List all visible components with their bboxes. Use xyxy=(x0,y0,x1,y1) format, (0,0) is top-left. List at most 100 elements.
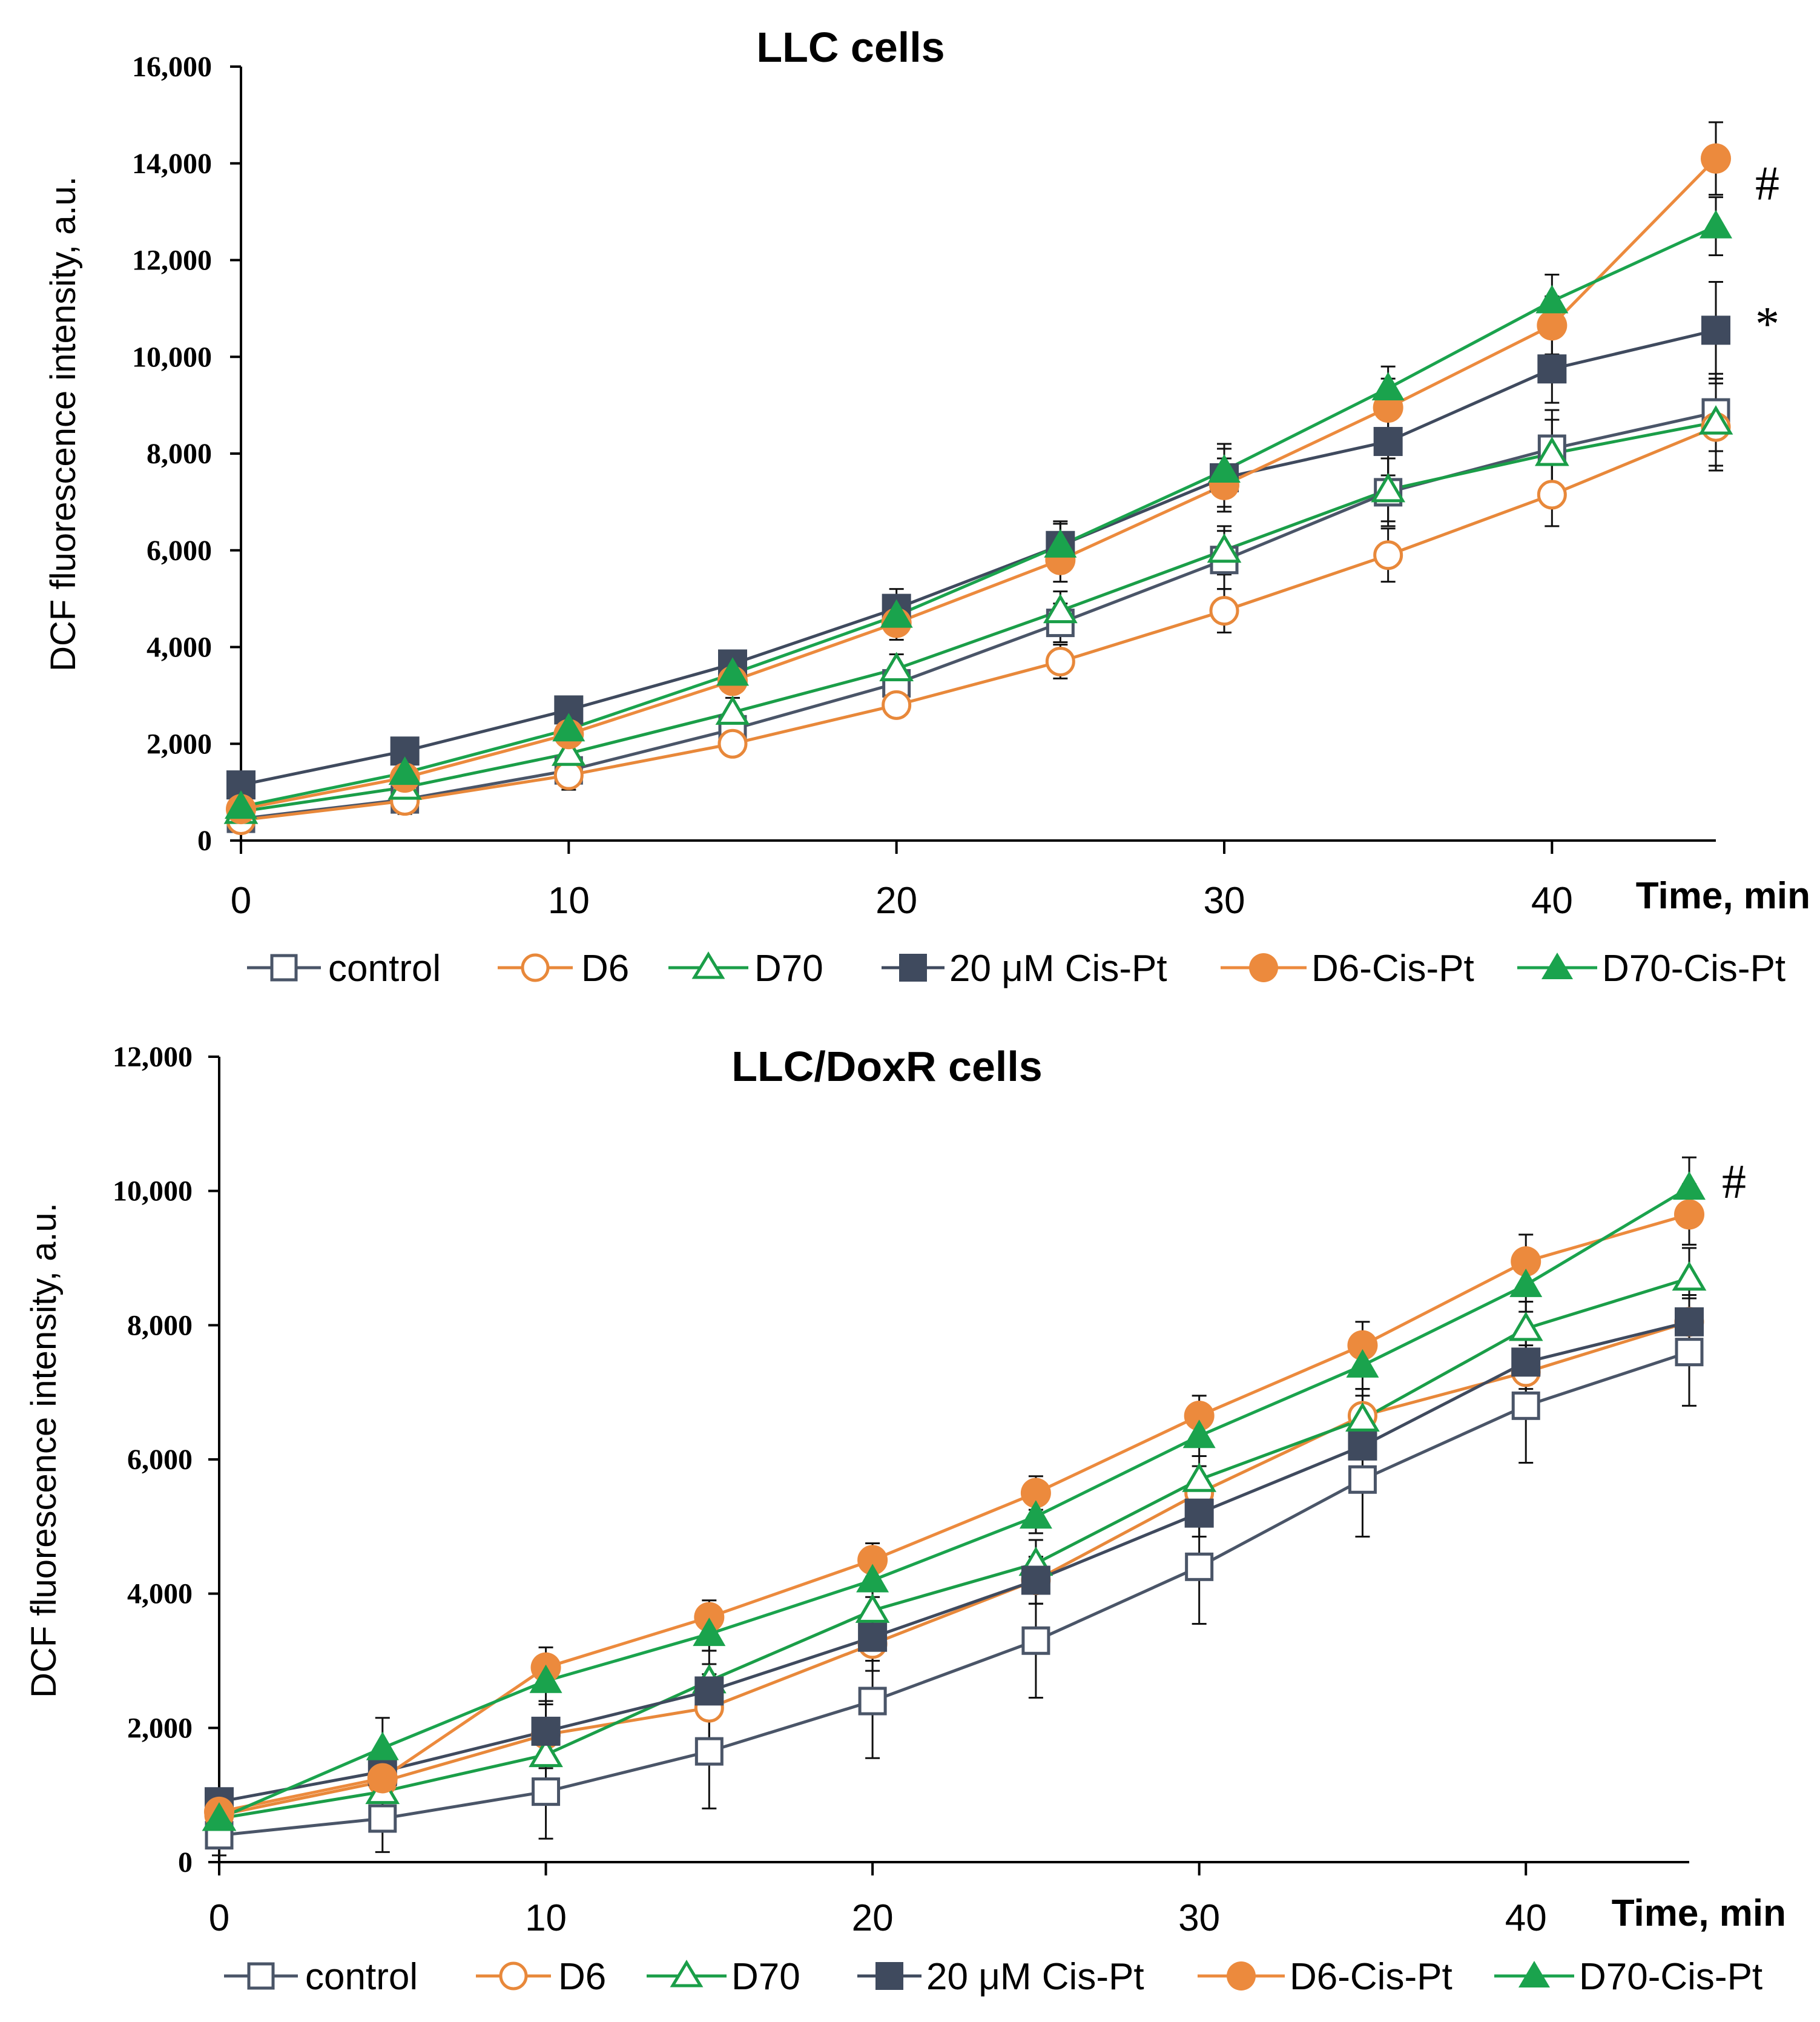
data-point-D6cispt xyxy=(857,1545,888,1576)
y-axis-label: DCF fluorescence intensity, a.u. xyxy=(24,1203,64,1698)
data-point-D70cispt xyxy=(1182,1419,1216,1449)
square-open-icon xyxy=(247,1962,275,1990)
data-point-cispt xyxy=(1184,1498,1214,1528)
series-line-cispt xyxy=(219,1320,1690,1803)
x-tick-label: 40 xyxy=(1531,880,1573,922)
data-point-D70cispt xyxy=(1535,285,1569,314)
series-markers-D6cispt xyxy=(204,1199,1704,1827)
legend-label-d6-cispt: D6-Cis-Pt xyxy=(1311,948,1474,990)
series-cispt xyxy=(240,328,1716,787)
legend-item-d70-cispt: D70-Cis-Pt xyxy=(1494,1956,1762,1998)
data-point-cispt xyxy=(1701,316,1730,345)
legend-item-d70: D70 xyxy=(647,1956,800,1998)
x-tick-label: 30 xyxy=(1204,880,1245,922)
data-point-D70cispt xyxy=(1673,1171,1706,1200)
data-point-D70 xyxy=(1698,405,1733,435)
series-markers-cispt xyxy=(205,1307,1704,1817)
y-tick-label: 0 xyxy=(197,825,212,857)
series-line-D6cispt xyxy=(219,1213,1690,1814)
data-point-D6 xyxy=(1537,480,1567,510)
y-axis-label: DCF fluorescence intensity, a.u. xyxy=(44,176,83,672)
annotations: # xyxy=(1722,1155,1746,1209)
data-point-D70cispt xyxy=(366,1731,399,1760)
significance-annotation: # xyxy=(1722,1155,1746,1209)
series-line-D6 xyxy=(240,425,1716,822)
legend-item-cispt: 20 μM Cis-Pt xyxy=(882,948,1167,990)
data-point-D70 xyxy=(529,1737,563,1768)
data-point-D70cispt xyxy=(1208,454,1241,483)
data-point-D70cispt xyxy=(880,599,913,628)
series-line-D6 xyxy=(219,1320,1690,1817)
data-point-control xyxy=(368,1804,397,1833)
plot-area xyxy=(223,121,1733,835)
data-point-D70 xyxy=(551,736,586,766)
legend-label-d6-cispt: D6-Cis-Pt xyxy=(1290,1956,1452,1998)
legend-item-d6-cispt: D6-Cis-Pt xyxy=(1221,948,1474,990)
circle-filled-icon xyxy=(1249,953,1278,982)
annotations: #* xyxy=(1755,157,1779,351)
data-point-D6cispt xyxy=(367,1763,398,1794)
series-D70 xyxy=(219,1277,1690,1820)
x-tick-label: 20 xyxy=(875,880,917,922)
series-D70cispt xyxy=(219,1186,1690,1820)
x-tick-label: 20 xyxy=(852,1897,894,1939)
triangle-filled-icon xyxy=(1518,1961,1550,1987)
legend: control D6 D70 20 μM Cis-Pt D6-Cis-Pt xyxy=(224,1956,1762,1998)
series-D6 xyxy=(240,425,1716,822)
legend-label-d70: D70 xyxy=(754,948,823,990)
data-point-cispt xyxy=(531,1716,561,1746)
series-D70 xyxy=(240,420,1716,813)
y-tick-label: 14,000 xyxy=(132,148,212,180)
data-point-D6cispt xyxy=(1674,1199,1704,1230)
data-point-D70 xyxy=(1182,1462,1217,1492)
data-point-D6 xyxy=(1045,646,1075,676)
data-point-control xyxy=(858,1687,887,1716)
data-point-cispt xyxy=(694,1676,724,1706)
data-point-D70cispt xyxy=(529,1664,562,1693)
y-tick-label: 6,000 xyxy=(127,1444,193,1476)
data-point-D70 xyxy=(1371,472,1406,503)
data-point-D70 xyxy=(1672,1261,1707,1291)
x-tick-label: 0 xyxy=(231,880,251,922)
square-filled-icon xyxy=(899,954,927,982)
legend-label-cispt: 20 μM Cis-Pt xyxy=(926,1956,1144,1998)
series-line-D70 xyxy=(219,1277,1690,1820)
data-point-D70 xyxy=(1534,437,1569,466)
triangle-open-icon xyxy=(691,951,725,979)
series-D6cispt xyxy=(219,1213,1690,1814)
legend: control D6 D70 20 μM Cis-Pt D6-Cis-Pt xyxy=(247,948,1785,990)
data-point-D70cispt xyxy=(1019,1500,1052,1529)
plot-area xyxy=(202,1156,1707,1857)
legend-item-d6: D6 xyxy=(476,1956,606,1998)
series-line-D70cispt xyxy=(219,1186,1690,1820)
legend-label-d6: D6 xyxy=(581,948,629,990)
legend-label-d70-cispt: D70-Cis-Pt xyxy=(1602,948,1785,990)
data-point-D6cispt xyxy=(1511,1246,1541,1277)
data-point-D6 xyxy=(553,760,584,790)
data-point-D6 xyxy=(717,729,748,759)
data-point-control xyxy=(1185,1552,1214,1581)
y-tick-label: 2,000 xyxy=(127,1712,193,1744)
data-point-control xyxy=(532,1777,561,1806)
series-line-D70 xyxy=(240,420,1716,813)
x-tick-label: 40 xyxy=(1505,1897,1547,1939)
data-point-cispt xyxy=(1373,427,1403,457)
series-line-control xyxy=(219,1350,1690,1837)
y-tick-labels: 0 2,000 4,000 6,000 8,000 10,000 12,000 xyxy=(113,1041,193,1878)
data-point-D6 xyxy=(882,690,912,720)
data-point-control xyxy=(1675,1338,1704,1367)
series-markers-D6cispt xyxy=(226,143,1731,825)
series-D6 xyxy=(219,1320,1690,1817)
chart-title: LLC/DoxR cells xyxy=(731,1043,1042,1090)
y-tick-label: 12,000 xyxy=(113,1041,193,1073)
data-point-D70 xyxy=(855,1593,890,1623)
data-point-D6cispt xyxy=(1184,1400,1215,1431)
series-line-D6cispt xyxy=(240,157,1717,811)
data-point-control xyxy=(1021,1626,1050,1655)
data-point-D70 xyxy=(1043,593,1078,624)
data-point-D70cispt xyxy=(1346,1349,1379,1378)
data-point-D70 xyxy=(1207,533,1242,563)
legend-item-d6-cispt: D6-Cis-Pt xyxy=(1198,1956,1452,1998)
triangle-filled-icon xyxy=(1541,953,1573,979)
